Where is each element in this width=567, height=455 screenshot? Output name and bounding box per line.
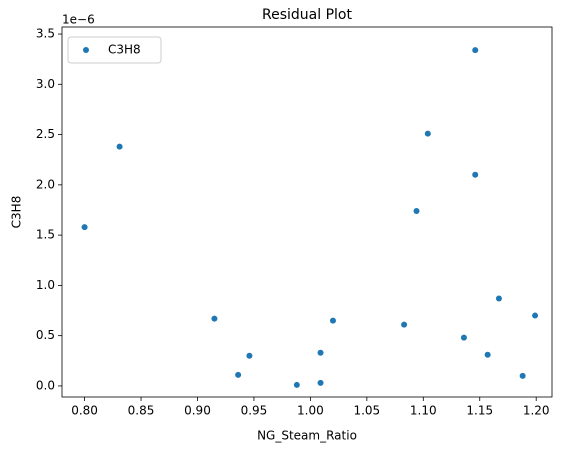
x-tick-label: 1.20 [523,404,550,418]
x-tick-label: 0.95 [241,404,268,418]
point [317,379,324,386]
point [519,372,526,379]
x-axis-label: NG_Steam_Ratio [257,429,357,443]
y-tick-label: 0.0 [36,378,55,392]
point [484,351,491,358]
point [235,371,242,378]
x-tick-label: 1.10 [410,404,437,418]
point [293,381,300,388]
point [460,334,467,341]
point [329,317,336,324]
x-tick-label: 1.15 [466,404,493,418]
point [413,207,420,214]
y-tick-label: 2.0 [36,177,55,191]
y-axis-label: C3H8 [10,196,24,229]
y-tick-label: 1.0 [36,278,55,292]
point [472,171,479,178]
y-tick-label: 1.5 [36,228,55,242]
point [211,315,218,322]
point [532,312,539,319]
y-tick-label: 2.5 [36,127,55,141]
x-tick-label: 1.00 [297,404,324,418]
point [246,352,253,359]
point [116,143,123,150]
y-tick-label: 3.5 [36,27,55,41]
x-tick-label: 0.85 [128,404,155,418]
chart-title: Residual Plot [262,7,352,23]
legend-marker [83,47,89,53]
point [495,295,502,302]
x-tick-label: 1.05 [353,404,380,418]
x-tick-label: 0.90 [184,404,211,418]
point [401,321,408,328]
y-offset-label: 1e−6 [62,13,95,27]
point [317,349,324,356]
legend-label: C3H8 [108,43,141,57]
point [81,224,88,231]
y-tick-label: 0.5 [36,328,55,342]
x-tick-label: 0.80 [71,404,98,418]
point [472,47,479,54]
y-tick-label: 3.0 [36,77,55,91]
legend-box [67,36,162,64]
plot-frame [61,26,553,398]
point [424,130,431,137]
